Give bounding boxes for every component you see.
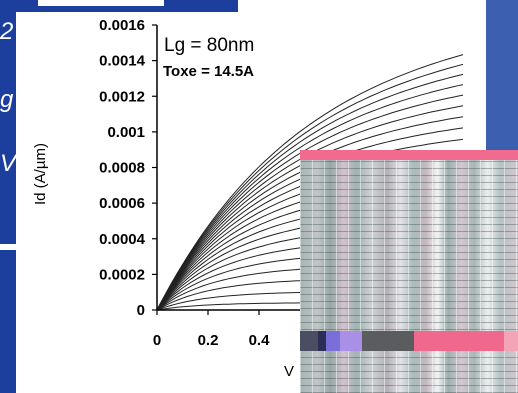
x-tick-label: 0.2: [198, 332, 219, 349]
y-tick-label: 0.0006: [99, 195, 145, 212]
x-tick-label: 0: [153, 332, 161, 349]
slide-text-fragment: V: [0, 150, 17, 177]
micrograph-strip: [300, 331, 318, 351]
x-tick-label: 0.4: [249, 332, 271, 349]
y-tick-label: 0.0012: [99, 88, 145, 105]
y-tick-label: 0.0008: [99, 160, 145, 177]
micrograph-row-lines: [300, 160, 518, 393]
micrograph-strip: [340, 331, 362, 351]
micrograph-strip: [362, 331, 414, 351]
y-tick-label: 0.0014: [99, 53, 146, 70]
micrograph-strip: [414, 331, 504, 351]
y-axis-title: Id (A/µm): [32, 143, 49, 205]
slide-background-top: [0, 0, 238, 12]
gate-length-annotation: Lg = 80nm: [164, 35, 254, 56]
micrograph-column-lines: [300, 160, 518, 393]
x-axis-title: V: [284, 363, 294, 380]
micrograph-strip: [504, 331, 518, 351]
id-vd-curve: [156, 54, 464, 311]
micrograph-top-band: [300, 150, 518, 160]
y-tick-label: 0.001: [107, 124, 145, 141]
y-tick-label: 0.0002: [99, 266, 145, 283]
id-vd-curve: [156, 84, 464, 311]
y-tick-label: 0: [137, 302, 145, 319]
chip-micrograph-image: [300, 150, 518, 393]
y-tick-label: 0.0004: [99, 231, 146, 248]
id-vd-curve: [156, 94, 464, 311]
slide-background-right: [486, 0, 518, 150]
slide-header-band: [38, 0, 164, 6]
micrograph-strip: [318, 331, 326, 351]
slide-divider: [0, 244, 16, 250]
y-tick-group: 0 0.0002 0.0004 0.0006 0.0008 0.001 0.0012 0.00…: [99, 17, 157, 319]
id-vd-curve: [156, 73, 464, 311]
y-tick-label: 0.0016: [99, 17, 145, 34]
oxide-thickness-annotation: Toxe = 14.5A: [163, 63, 254, 80]
slide-background-left: [0, 0, 16, 393]
id-vd-curve: [156, 63, 464, 311]
slide-text-fragment: g: [0, 86, 14, 113]
slide-text-fragment: 2: [0, 18, 14, 45]
micrograph-strip: [326, 331, 340, 351]
